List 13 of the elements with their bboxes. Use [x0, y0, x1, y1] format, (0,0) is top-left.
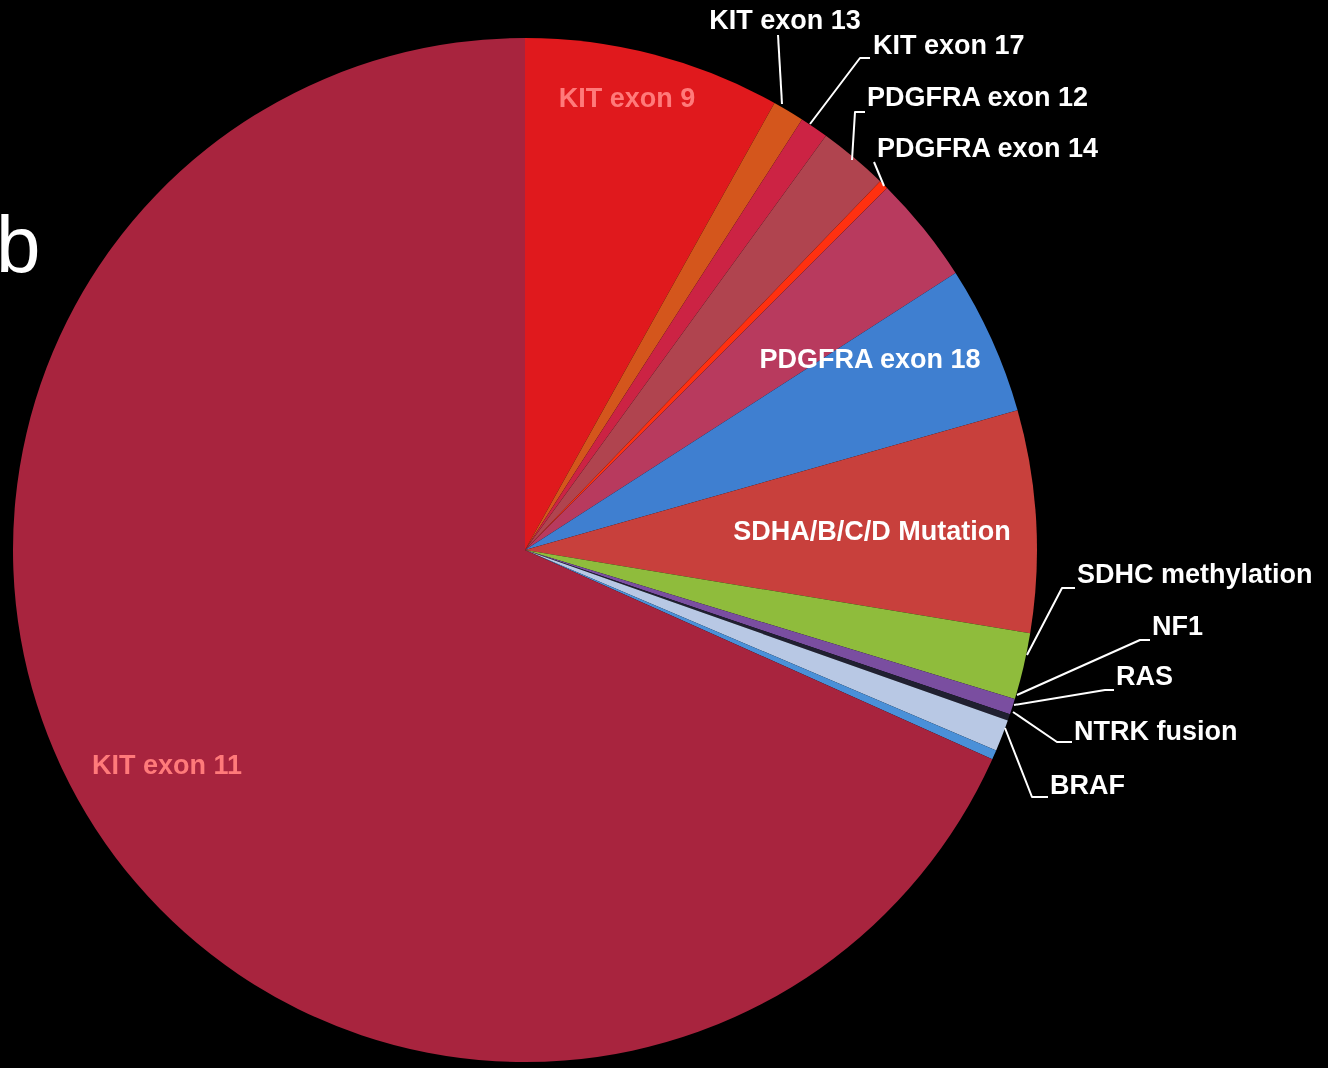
- slice-label: KIT exon 9: [558, 83, 696, 114]
- slice-label: PDGFRA exon 14: [877, 133, 1099, 164]
- slice-label: NF1: [1152, 611, 1204, 642]
- slice-label: RAS: [1116, 661, 1174, 692]
- slice-label: KIT exon 11: [91, 750, 243, 781]
- slice-label: KIT exon 17: [873, 30, 1025, 61]
- slice-label: PDGFRA exon 12: [867, 82, 1089, 113]
- text: b: [0, 200, 41, 289]
- slice-label: BRAF: [1050, 770, 1125, 801]
- slice-label: KIT exon 13: [709, 5, 861, 36]
- slice-label: NTRK fusion: [1074, 716, 1238, 747]
- slice-label: SDHA/B/C/D Mutation: [733, 516, 1011, 547]
- slice-label: SDHC methylation: [1077, 559, 1313, 590]
